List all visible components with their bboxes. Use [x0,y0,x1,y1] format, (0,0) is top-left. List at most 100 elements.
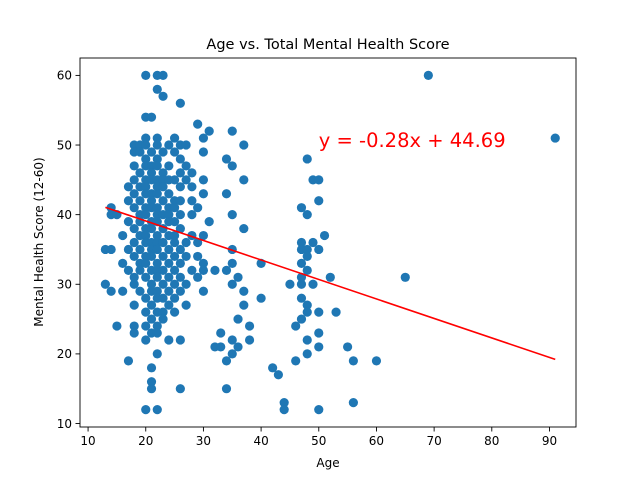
scatter-point-30 [198,147,209,157]
scatter-point-160 [175,258,185,268]
scatter-point-200 [164,286,174,296]
scatter-point-19 [141,140,151,150]
scatter-point-257 [146,363,157,373]
scatter-point-253 [221,356,232,366]
scatter-point-101 [302,210,312,220]
scatter-point-120 [169,230,180,241]
scatter-point-237 [314,328,324,338]
scatter-point-117 [141,230,151,241]
scatter-point-131 [193,237,203,248]
scatter-point-141 [175,244,185,255]
scatter-point-26 [135,147,145,157]
scatter-point-240 [175,335,185,345]
scatter-point-29 [169,147,180,157]
scatter-point-136 [123,244,134,255]
scatter-point-48 [129,175,139,185]
scatter-point-100 [227,210,237,220]
scatter-point-172 [210,265,220,275]
scatter-point-178 [164,272,174,282]
x-tick-label: 60 [369,434,384,448]
scatter-point-265 [348,398,358,408]
scatter-point-208 [256,293,266,303]
scatter-point-232 [291,321,301,331]
scatter-point-41 [181,161,191,171]
scatter-point-248 [343,342,353,352]
scatter-point-186 [129,279,139,289]
x-tick-label: 80 [484,434,499,448]
scatter-point-230 [152,321,162,331]
scatter-point-13 [152,133,162,143]
scatter-point-75 [135,196,145,206]
scatter-point-111 [146,223,157,234]
scatter-point-238 [141,335,151,345]
scatter-point-124 [129,237,139,248]
scatter-point-107 [169,217,180,227]
scatter-point-32 [152,154,162,164]
x-axis-label: Age [316,456,339,470]
scatter-point-122 [198,230,209,241]
scatter-point-86 [152,203,162,213]
scatter-point-118 [152,230,162,241]
scatter-point-262 [175,384,185,394]
scatter-point-71 [164,189,174,199]
y-tick-label: 50 [57,138,72,152]
scatter-point-144 [302,244,312,255]
scatter-point-56 [198,175,209,185]
scatter-point-70 [152,189,162,199]
scatter-point-2 [158,70,168,81]
scatter-point-83 [129,203,139,213]
scatter-point-241 [227,335,237,345]
scatter-point-192 [285,279,295,289]
scatter-point-176 [141,272,151,282]
scatter-point-195 [106,286,116,296]
y-axis-label: Mental Health Score (12-60) [32,157,46,326]
scatter-point-254 [291,356,301,366]
scatter-point-3 [423,70,433,81]
scatter-point-148 [146,251,157,262]
scatter-point-55 [181,175,191,185]
scatter-point-135 [106,244,116,255]
scatter-point-46 [175,168,185,178]
scatter-point-12 [141,133,151,143]
scatter-point-225 [233,314,243,324]
scatter-point-62 [141,182,151,192]
scatter-point-133 [308,237,318,248]
scatter-point-151 [181,251,191,262]
scatter-point-229 [141,321,151,331]
scatter-point-169 [169,265,180,275]
scatter-point-113 [175,223,185,234]
x-tick-label: 20 [138,434,153,448]
scatter-point-74 [123,196,134,206]
scatter-point-233 [129,328,139,338]
scatter-point-246 [233,342,243,352]
scatter-point-36 [129,161,139,171]
scatter-point-247 [314,342,324,352]
scatter-point-221 [314,307,324,317]
scatter-point-139 [152,244,162,255]
scatter-point-175 [129,272,139,282]
scatter-point-245 [216,342,226,352]
scatter-point-24 [239,140,249,150]
scatter-point-132 [296,237,307,248]
scatter-point-0 [141,70,151,81]
scatter-point-223 [146,314,157,324]
scatter-point-15 [198,133,209,143]
scatter-point-209 [296,293,307,303]
y-tick-label: 20 [57,347,72,361]
scatter-point-152 [193,251,203,262]
scatter-point-164 [123,265,134,275]
scatter-point-72 [198,189,209,199]
scatter-point-128 [158,237,168,248]
scatter-point-150 [169,251,180,262]
scatter-point-109 [129,223,139,234]
scatter-point-199 [152,286,162,296]
scatter-point-226 [296,314,307,324]
scatter-point-180 [193,272,203,282]
scatter-point-14 [169,133,180,143]
scatter-point-28 [158,147,168,157]
y-tick-label: 60 [57,69,72,83]
scatter-point-191 [227,279,237,289]
scatter-point-243 [302,335,312,345]
scatter-point-214 [239,300,249,310]
